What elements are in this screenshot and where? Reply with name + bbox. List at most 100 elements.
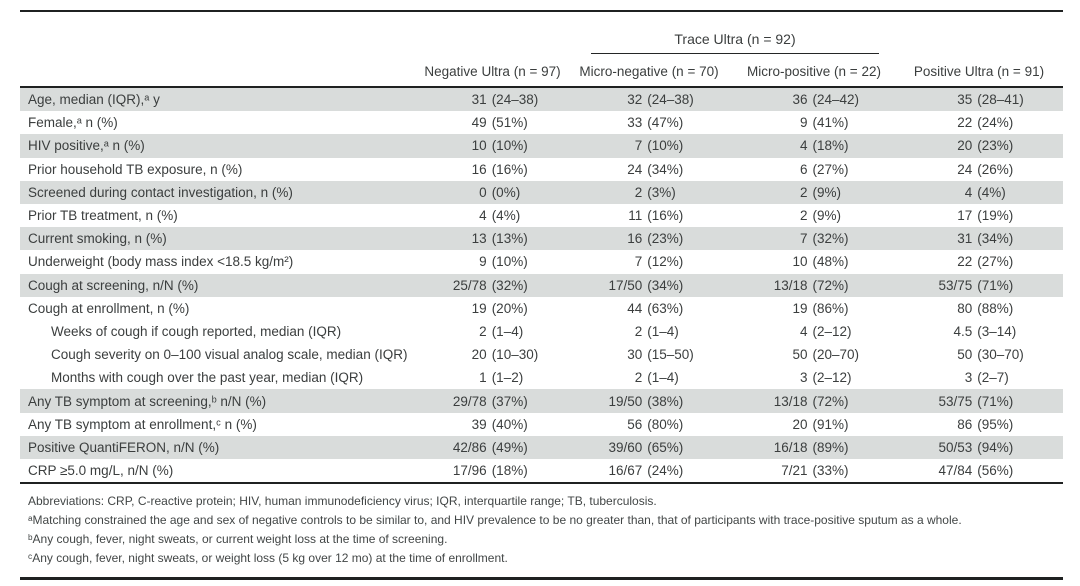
bottom-rule: [20, 577, 1063, 581]
cell-value: 4 (4%): [479, 208, 521, 224]
cell-value: 7/21 (33%): [781, 463, 849, 479]
cell-value: 13 (13%): [471, 231, 528, 247]
table-row: Screened during contact investigation, n…: [20, 180, 1063, 204]
row-label: Age, median (IQR),ᵃ y: [28, 92, 160, 108]
cell-value: 25/78 (32%): [452, 277, 528, 293]
cell-value: 16/67 (24%): [608, 463, 684, 479]
cell-value: 36 (24–42): [792, 92, 860, 108]
cell-value: 24 (26%): [957, 161, 1014, 177]
cell-value: 19 (86%): [792, 300, 849, 316]
cell-value: 24 (34%): [627, 161, 684, 177]
cell-value: 31 (34%): [957, 231, 1014, 247]
cell-value: 6 (27%): [800, 161, 849, 177]
row-label: Positive QuantiFERON, n/N (%): [28, 439, 220, 455]
row-label: Prior household TB exposure, n (%): [28, 161, 243, 177]
row-label: Any TB symptom at enrollment,ᶜ n (%): [28, 416, 257, 432]
table-row: Any TB symptom at enrollment,ᶜ n (%) 39 (4…: [20, 413, 1063, 436]
cell-value: 47/84 (56%): [938, 463, 1014, 479]
cell-value: 2 (9%): [800, 208, 842, 224]
row-label: CRP ≥5.0 mg/L, n/N (%): [28, 463, 174, 479]
table-row: Underweight (body mass index <18.5 kg/m²…: [20, 250, 1063, 273]
cell-value: 17/96 (18%): [452, 463, 528, 479]
table-row: HIV positive,ᵃ n (%) 10 (10%) 7 (10%) 4 (18%) 2…: [20, 134, 1063, 158]
column-header-micro-negative: Micro-negative (n = 70): [579, 64, 719, 79]
table-row: CRP ≥5.0 mg/L, n/N (%) 17/96 (18%) 16/67 (24…: [20, 459, 1063, 482]
row-label: Weeks of cough if cough reported, median…: [51, 323, 342, 339]
cell-value: 17/50 (34%): [608, 277, 684, 293]
row-label: Cough severity on 0–100 visual analog sc…: [51, 347, 408, 363]
cell-value: 1 (1–2): [479, 370, 524, 386]
cell-value: 16/18 (89%): [773, 439, 849, 455]
row-label: Cough at screening, n/N (%): [28, 277, 199, 293]
footnote-b: ᵇAny cough, fever, night sweats, or curr…: [28, 532, 448, 547]
row-label: Any TB symptom at screening,ᵇ n/N (%): [28, 393, 267, 409]
cell-value: 50 (20–70): [792, 347, 860, 363]
cell-value: 4.5 (3–14): [953, 323, 1017, 339]
cell-value: 30 (15–50): [627, 347, 694, 363]
column-header-negative-ultra: Negative Ultra (n = 97): [424, 64, 561, 79]
cell-value: 20 (10–30): [471, 347, 539, 363]
table-row: Prior TB treatment, n (%) 4 (4%) 11 (16%) 2 (9…: [20, 204, 1063, 227]
cell-value: 2 (9%): [800, 184, 842, 200]
cell-value: 9 (41%): [800, 115, 849, 131]
cell-value: 13/18 (72%): [773, 277, 849, 293]
cell-value: 16 (16%): [471, 161, 528, 177]
row-label: Cough at enrollment, n (%): [28, 300, 190, 316]
cell-value: 17 (19%): [957, 208, 1014, 224]
cell-value: 20 (91%): [792, 416, 849, 432]
column-header-positive-ultra: Positive Ultra (n = 91): [913, 64, 1045, 79]
table-row: Female,ᵃ n (%) 49 (51%) 33 (47%) 9 (41%) 22 (24%…: [20, 111, 1063, 134]
footnote-separator-rule: [20, 482, 1063, 485]
cell-value: 19/50 (38%): [608, 393, 684, 409]
row-label: Screened during contact investigation, n…: [28, 184, 293, 200]
cell-value: 11 (16%): [628, 208, 684, 224]
cell-value: 32 (24–38): [627, 92, 694, 108]
table-row: Current smoking, n (%) 13 (13%) 16 (23%) 7 (32…: [20, 227, 1063, 251]
table-row: Prior household TB exposure, n (%) 16 (16%…: [20, 158, 1063, 181]
cell-value: 4 (18%): [800, 138, 849, 154]
cell-value: 10 (48%): [792, 254, 849, 270]
row-label: Prior TB treatment, n (%): [28, 208, 178, 224]
cell-value: 39/60 (65%): [608, 439, 684, 455]
cell-value: 4 (2–12): [800, 323, 852, 339]
cell-value: 13/18 (72%): [773, 393, 849, 409]
cell-value: 3 (2–7): [964, 370, 1009, 386]
group-header-label: Trace Ultra (n = 92): [591, 31, 879, 54]
cell-value: 0 (0%): [479, 184, 521, 200]
cell-value: 2 (1–4): [479, 323, 524, 339]
participant-characteristics-table: Trace Ultra (n = 92) Negative Ultra (n =…: [20, 10, 1063, 581]
row-label: Months with cough over the past year, me…: [51, 370, 364, 386]
header-separator-rule: [20, 86, 1063, 88]
cell-value: 22 (24%): [957, 115, 1014, 131]
cell-value: 22 (27%): [957, 254, 1014, 270]
table-header: Trace Ultra (n = 92) Negative Ultra (n =…: [20, 12, 1063, 86]
cell-value: 10 (10%): [471, 138, 528, 154]
footnote-abbreviations: Abbreviations: CRP, C-reactive protein; …: [28, 494, 657, 509]
footnotes: Abbreviations: CRP, C-reactive protein; …: [20, 484, 1063, 577]
row-label: Female,ᵃ n (%): [28, 115, 118, 131]
cell-value: 19 (20%): [471, 300, 528, 316]
cell-value: 50/53 (94%): [938, 439, 1014, 455]
top-rule: [20, 10, 1063, 12]
cell-value: 80 (88%): [957, 300, 1014, 316]
row-label: Current smoking, n (%): [28, 231, 167, 247]
cell-value: 20 (23%): [957, 138, 1014, 154]
column-header-empty: [20, 79, 420, 86]
table-row: Any TB symptom at screening,ᵇ n/N (%) 29/…: [20, 389, 1063, 413]
footnote-c: ᶜAny cough, fever, night sweats, or weig…: [28, 551, 508, 566]
cell-value: 39 (40%): [471, 416, 528, 432]
table-row: Age, median (IQR),ᵃ y 31 (24–38) 32 (24–38) 3…: [20, 88, 1063, 112]
cell-value: 2 (1–4): [634, 323, 679, 339]
cell-value: 50 (30–70): [957, 347, 1024, 363]
cell-value: 7 (32%): [800, 231, 849, 247]
table-row: Cough at enrollment, n (%) 19 (20%) 44 (63%)…: [20, 297, 1063, 320]
table-row: Cough at screening, n/N (%) 25/78 (32%) 17/…: [20, 273, 1063, 297]
cell-value: 4 (4%): [964, 184, 1006, 200]
cell-value: 49 (51%): [471, 115, 528, 131]
cell-value: 7 (10%): [634, 138, 684, 154]
cell-value: 56 (80%): [627, 416, 684, 432]
cell-value: 86 (95%): [957, 416, 1014, 432]
cell-value: 7 (12%): [634, 254, 684, 270]
cell-value: 2 (3%): [634, 184, 676, 200]
